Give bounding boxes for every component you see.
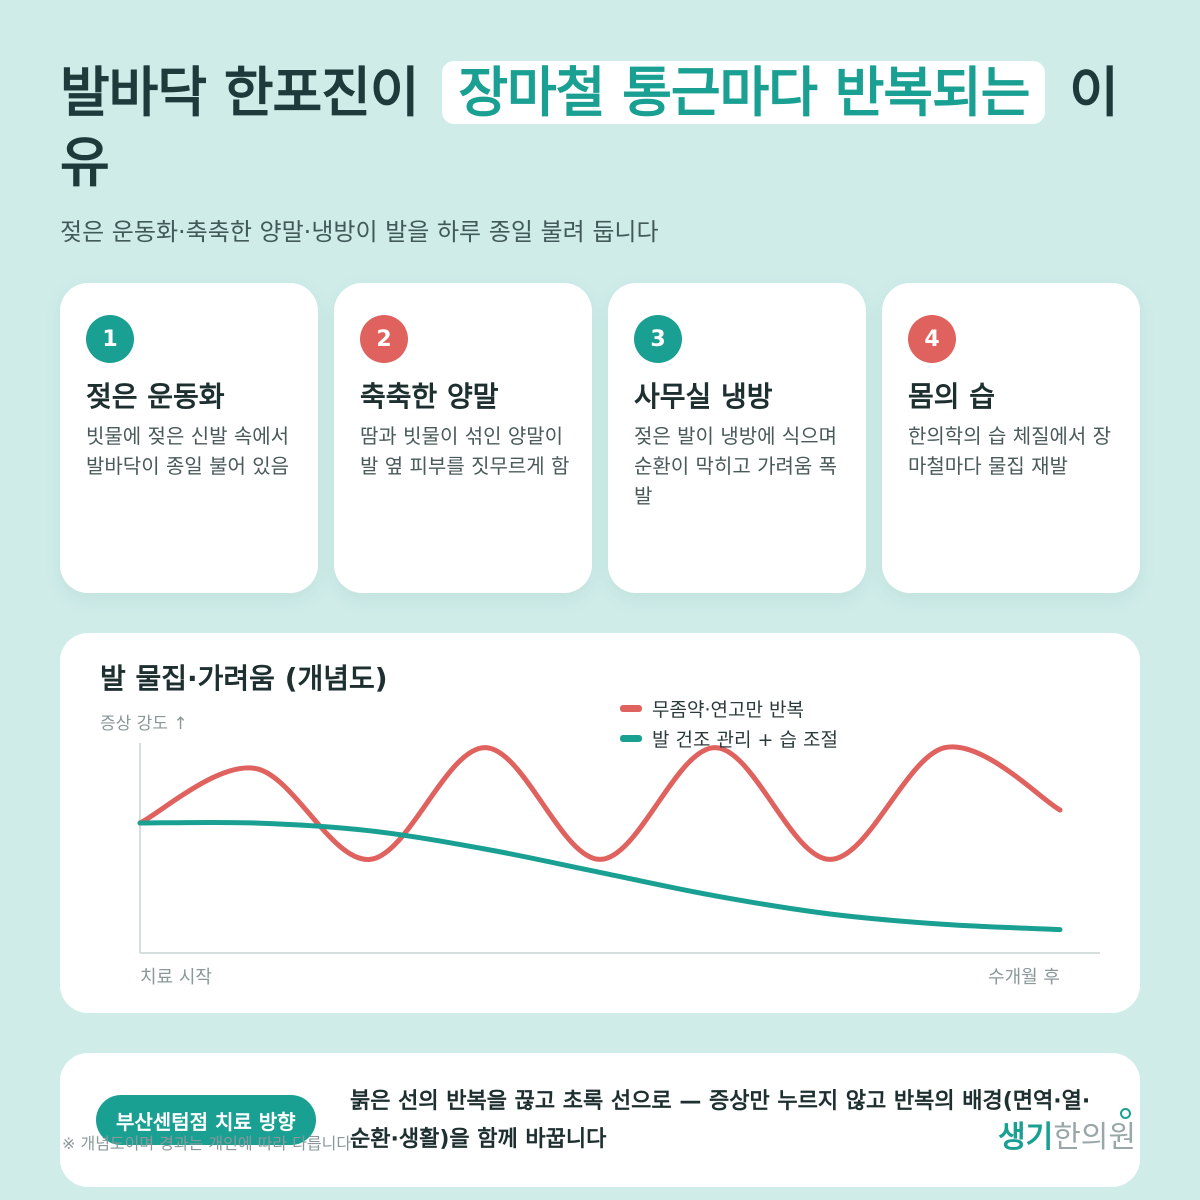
logo-part2: 한의원 [1053, 1120, 1137, 1155]
card-description: 젖은 발이 냉방에 식으며 순환이 막히고 가려움 폭발 [634, 424, 838, 508]
treatment-badge: 부산센텀점 치료 방향 [96, 1095, 316, 1145]
legend-label: 무좀약·연고만 반복 [652, 698, 804, 721]
card-2: 2 축축한 양말 땀과 빗물이 섞인 양말이 발 옆 피부를 짓무르게 함 [334, 283, 592, 593]
x-axis-start-label: 치료 시작 [140, 967, 212, 988]
series-line-red [137, 744, 1063, 862]
subtitle: 젖은 운동화·축축한 양말·냉방이 발을 하루 종일 불려 둡니다 [60, 218, 659, 246]
card-title: 축축한 양말 [360, 380, 499, 413]
card-number-badge: 3 [634, 315, 682, 363]
card-description: 한의학의 습 체질에서 장마철마다 물집 재발 [908, 424, 1112, 478]
y-axis-label: 증상 강도 ↑ [100, 714, 188, 734]
card-description: 빗물에 젖은 신발 속에서 발바닥이 종일 불어 있음 [86, 424, 290, 478]
chart-panel: 발 물집·가려움 (개념도) 증상 강도 ↑ 무좀약·연고만 반복 발 건조 관… [60, 633, 1140, 1013]
footnote: ※ 개념도이며 경과는 개인에 따라 다릅니다 [62, 1134, 352, 1153]
chart-legend: 무좀약·연고만 반복 발 건조 관리 + 습 조절 [620, 693, 838, 753]
title-highlight: 장마철 통근마다 반복되는 [442, 61, 1046, 124]
cause-cards: 1 젖은 운동화 빗물에 젖은 신발 속에서 발바닥이 종일 불어 있음 2 축… [60, 283, 1140, 593]
clinic-logo: 생기한의원 [998, 1112, 1136, 1156]
legend-item-red: 무좀약·연고만 반복 [620, 693, 838, 723]
title-part2: 이유 [60, 61, 1119, 194]
logo-dot-icon [1120, 1108, 1131, 1119]
page-title: 발바닥 한포진이 장마철 통근마다 반복되는 이유 [60, 58, 1140, 198]
card-4: 4 몸의 습 한의학의 습 체질에서 장마철마다 물집 재발 [882, 283, 1140, 593]
legend-swatch [620, 734, 642, 742]
card-3: 3 사무실 냉방 젖은 발이 냉방에 식으며 순환이 막히고 가려움 폭발 [608, 283, 866, 593]
card-number-badge: 1 [86, 315, 134, 363]
card-number-badge: 4 [908, 315, 956, 363]
card-1: 1 젖은 운동화 빗물에 젖은 신발 속에서 발바닥이 종일 불어 있음 [60, 283, 318, 593]
series-line-green [137, 819, 1063, 933]
legend-swatch [620, 704, 642, 712]
line-chart [137, 743, 1100, 954]
card-description: 땀과 빗물이 섞인 양말이 발 옆 피부를 짓무르게 함 [360, 424, 570, 478]
card-title: 사무실 냉방 [634, 380, 773, 413]
x-axis-end-label: 수개월 후 [988, 967, 1060, 988]
card-title: 몸의 습 [908, 380, 996, 413]
treatment-panel: 부산센텀점 치료 방향 붉은 선의 반복을 끊고 초록 선으로 — 증상만 누르… [60, 1053, 1140, 1187]
treatment-text: 붉은 선의 반복을 끊고 초록 선으로 — 증상만 누르지 않고 반복의 배경(… [350, 1089, 1091, 1152]
chart-title: 발 물집·가려움 (개념도) [100, 662, 388, 695]
card-title: 젖은 운동화 [86, 380, 225, 413]
title-part1: 발바닥 한포진이 [60, 61, 420, 124]
legend-item-green: 발 건조 관리 + 습 조절 [620, 723, 838, 753]
logo-part1: 생기 [998, 1120, 1054, 1155]
legend-label: 발 건조 관리 + 습 조절 [652, 728, 838, 751]
card-number-badge: 2 [360, 315, 408, 363]
